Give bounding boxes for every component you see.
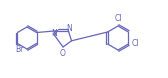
Text: Cl: Cl [132, 39, 139, 49]
Text: Cl: Cl [114, 14, 122, 23]
Text: Br: Br [15, 45, 24, 55]
Text: O: O [60, 49, 66, 58]
Text: N: N [66, 24, 72, 33]
Text: N: N [51, 29, 57, 38]
